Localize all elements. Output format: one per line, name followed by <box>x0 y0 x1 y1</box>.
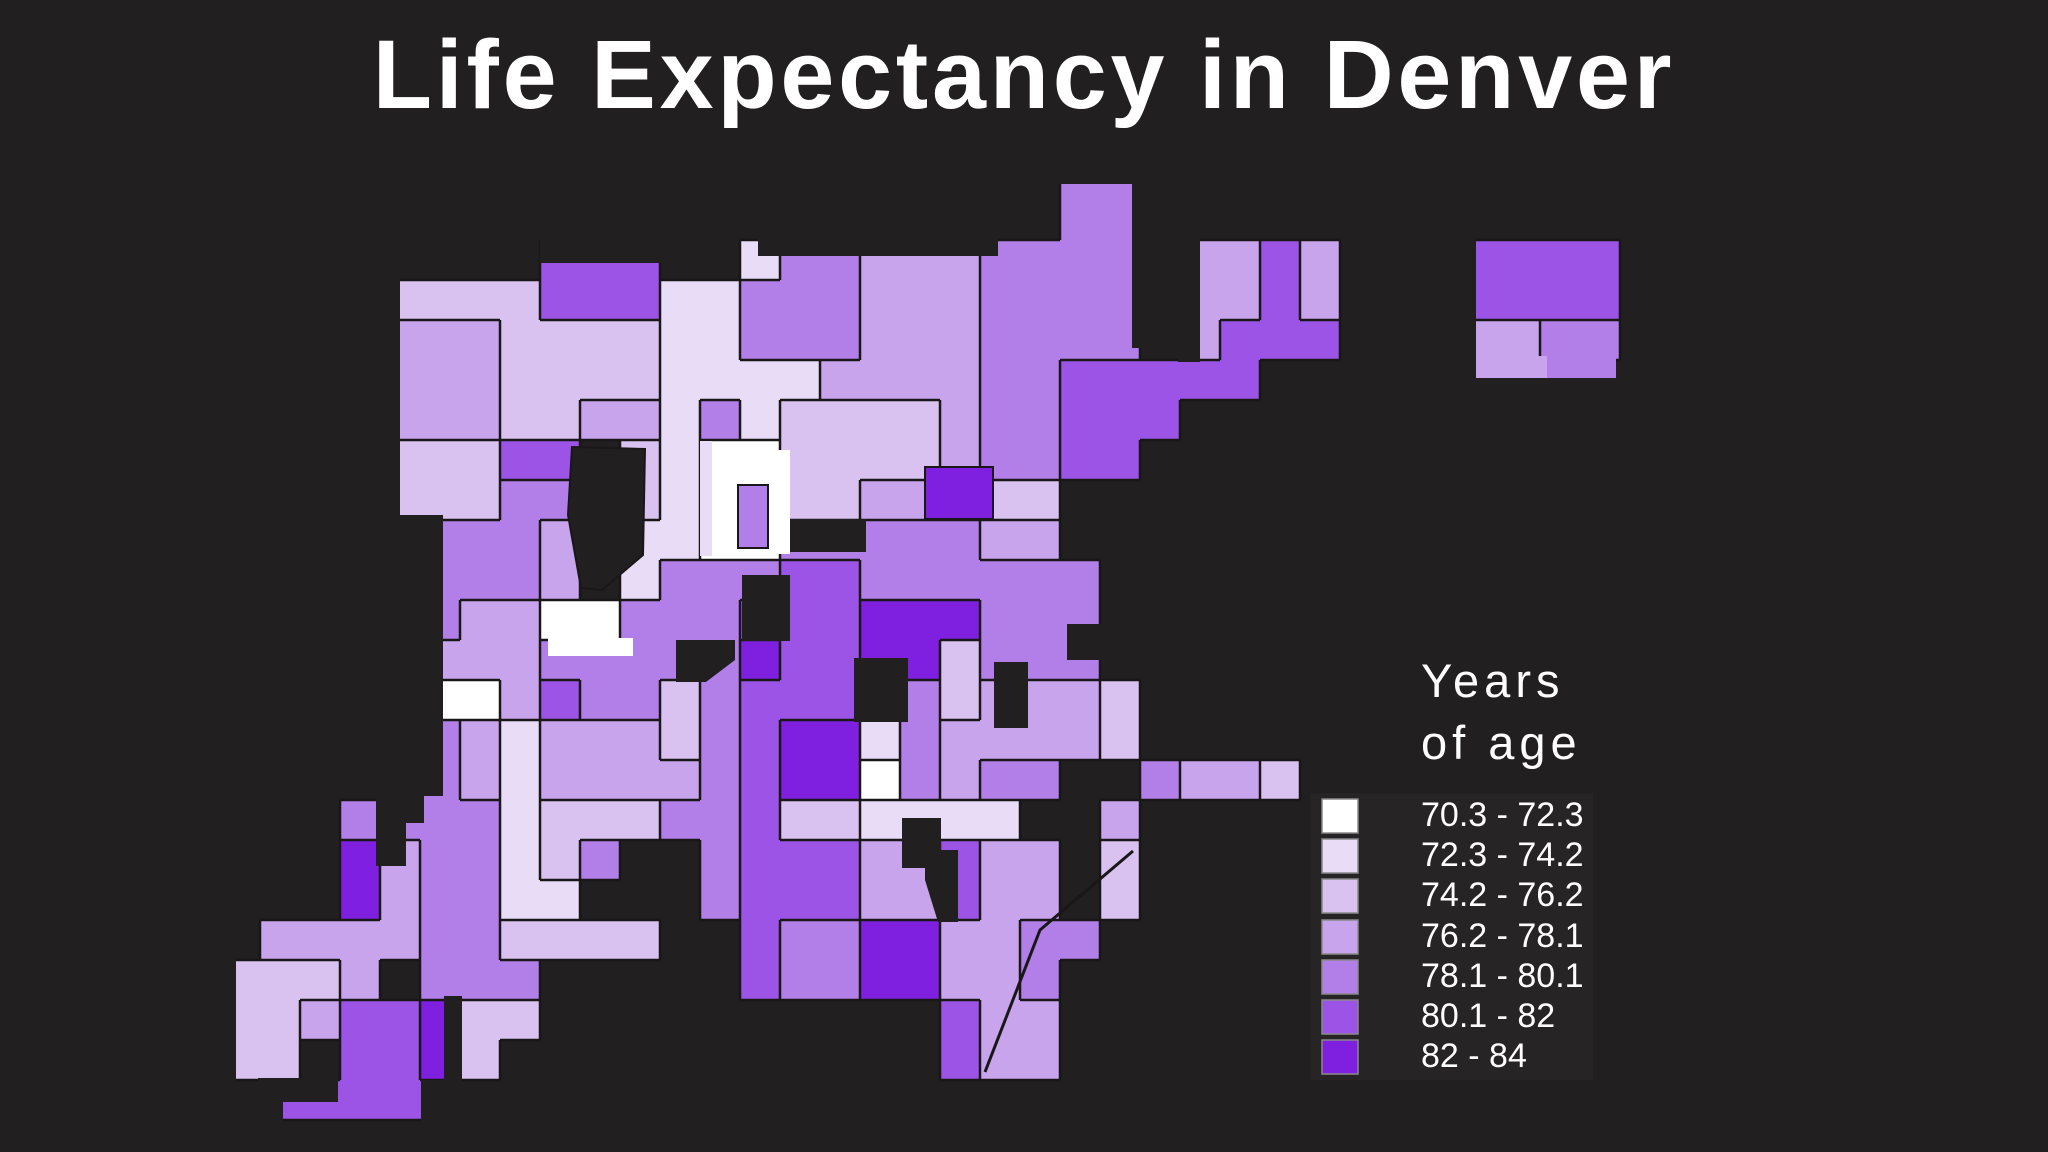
svg-text:74.2 - 76.2: 74.2 - 76.2 <box>1421 876 1584 914</box>
svg-text:Years: Years <box>1421 654 1564 707</box>
svg-text:80.1 - 82: 80.1 - 82 <box>1421 997 1555 1035</box>
svg-text:76.2 - 78.1: 76.2 - 78.1 <box>1421 917 1584 955</box>
svg-text:Life Expectancy in Denver: Life Expectancy in Denver <box>373 20 1676 129</box>
svg-text:70.3 - 72.3: 70.3 - 72.3 <box>1421 796 1584 834</box>
svg-text:78.1 - 80.1: 78.1 - 80.1 <box>1421 957 1584 995</box>
svg-text:72.3 - 74.2: 72.3 - 74.2 <box>1421 836 1584 874</box>
svg-text:82 - 84: 82 - 84 <box>1421 1037 1527 1075</box>
svg-text:of age: of age <box>1421 716 1582 769</box>
